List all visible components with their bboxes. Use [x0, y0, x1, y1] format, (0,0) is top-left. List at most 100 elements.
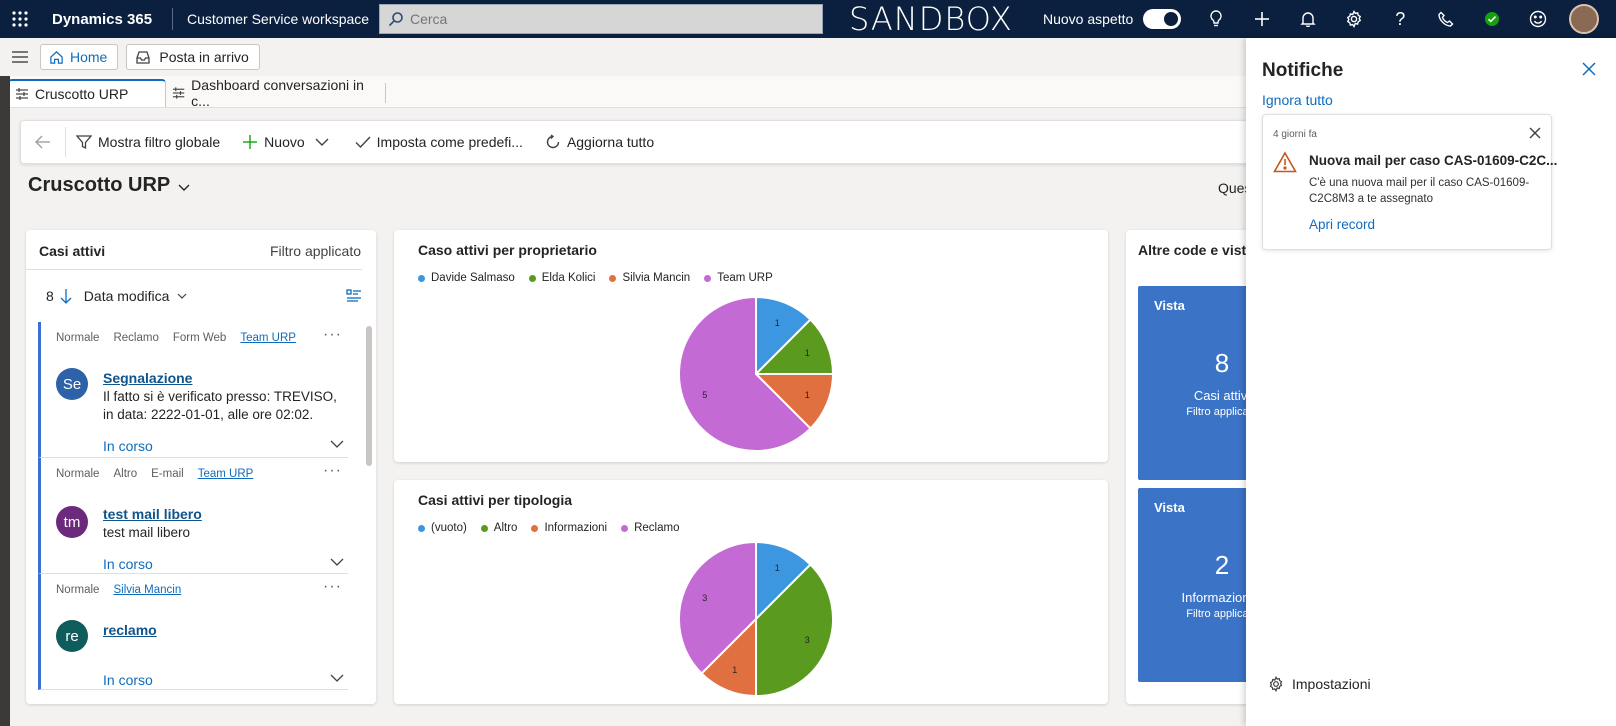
case-status: In corso	[103, 672, 153, 688]
legend-swatch	[418, 274, 425, 282]
app-launcher-icon[interactable]	[0, 0, 40, 38]
legend-label: Team URP	[717, 272, 773, 284]
pie-slice[interactable]	[678, 540, 757, 675]
dashboard-icon	[172, 87, 185, 99]
chevron-down-icon[interactable]	[177, 293, 187, 299]
open-record-link[interactable]: Apri record	[1309, 217, 1376, 232]
legend-item[interactable]: (vuoto)	[418, 522, 467, 534]
chart-legend: Davide Salmaso Elda Kolici Silvia Mancin Te…	[418, 272, 787, 284]
help-icon[interactable]: ?	[1395, 8, 1406, 29]
legend-item[interactable]: Davide Salmaso	[418, 272, 515, 284]
expand-chevron-icon[interactable]	[330, 440, 344, 448]
notification-settings-button[interactable]: Impostazioni	[1268, 676, 1371, 692]
presence-available-icon[interactable]	[1469, 0, 1515, 38]
case-description: test mail libero	[103, 525, 191, 540]
bell-icon[interactable]	[1285, 0, 1331, 38]
dashboard-selector[interactable]: Cruscotto URP	[28, 174, 190, 197]
notifications-title: Notifiche	[1262, 60, 1344, 81]
legend-item[interactable]: Altro	[480, 522, 517, 534]
global-filter-button[interactable]: Mostra filtro globale	[76, 134, 220, 150]
home-button[interactable]: Home	[40, 44, 119, 70]
back-arrow-icon[interactable]	[21, 135, 65, 149]
pie-slice[interactable]	[755, 540, 812, 622]
legend-swatch	[528, 274, 536, 282]
sort-field-dropdown[interactable]: Data modifica	[83, 288, 170, 304]
case-list-item[interactable]: Normale Altro E-mail Team URP ··· tm tes…	[38, 458, 348, 574]
dashboard-icon	[16, 88, 28, 100]
sort-row: 8 Data modifica	[26, 270, 376, 322]
chart-owner-panel: Caso attivi per proprietario Davide Salm…	[394, 230, 1108, 462]
case-tags: Normale Altro E-mail Team URP	[41, 458, 348, 480]
smiley-icon[interactable]	[1515, 0, 1561, 38]
sort-descending-icon[interactable]	[60, 288, 72, 304]
new-look-toggle[interactable]	[1143, 9, 1182, 29]
legend-label: Informazioni	[544, 522, 608, 534]
plus-icon[interactable]	[1239, 0, 1285, 38]
notification-body: C'è una nuova mail per il caso CAS-01609…	[1309, 177, 1530, 205]
pie-slice[interactable]	[678, 295, 812, 452]
tab-dashboard-conversazioni[interactable]: Dashboard conversazioni in c...	[166, 77, 386, 109]
case-title-link[interactable]: Segnalazione	[103, 370, 193, 386]
new-button[interactable]: Nuovo	[242, 134, 305, 150]
pie-chart[interactable]: 1 3 1 3	[394, 480, 1108, 704]
tab-cruscotto-urp[interactable]: Cruscotto URP	[8, 79, 166, 107]
hamburger-menu-icon[interactable]	[0, 50, 40, 64]
phone-icon[interactable]	[1423, 0, 1469, 38]
more-options-icon[interactable]: ···	[323, 462, 342, 479]
legend-item[interactable]: Elda Kolici	[528, 272, 595, 284]
pie-slice[interactable]	[755, 295, 812, 377]
case-title-link[interactable]: reclamo	[103, 622, 157, 638]
user-avatar[interactable]	[1569, 4, 1600, 34]
pie-slice[interactable]	[700, 616, 757, 698]
avatar: tm	[56, 506, 88, 538]
case-priority: Normale	[56, 332, 100, 344]
inbox-button[interactable]: Posta in arrivo	[126, 44, 260, 70]
legend-item[interactable]: Reclamo	[621, 522, 679, 534]
legend-label: Davide Salmaso	[431, 272, 515, 284]
more-options-icon[interactable]: ···	[323, 326, 342, 343]
expand-chevron-icon[interactable]	[330, 558, 344, 566]
checkmark-icon	[355, 136, 371, 149]
close-icon[interactable]	[1529, 127, 1541, 139]
new-dropdown-chevron-icon[interactable]	[315, 138, 335, 146]
filter-icon	[76, 135, 92, 150]
divider	[65, 127, 66, 157]
pie-slice[interactable]	[753, 373, 835, 430]
case-status: In corso	[103, 556, 153, 572]
search-input[interactable]	[410, 11, 810, 27]
legend-swatch	[609, 274, 617, 282]
inbox-icon	[136, 50, 151, 64]
case-owner-link[interactable]: Team URP	[240, 332, 296, 344]
legend-item[interactable]: Informazioni	[531, 522, 607, 534]
notification-card[interactable]: 4 giorni fa Nuova mail per caso CAS-0160…	[1262, 114, 1557, 250]
dismiss-all-link[interactable]: Ignora tutto	[1262, 92, 1333, 108]
case-list-item[interactable]: Normale Silvia Mancin ··· re reclamo In …	[38, 574, 348, 690]
brand-name[interactable]: Dynamics 365	[52, 10, 153, 28]
gear-icon[interactable]	[1331, 0, 1377, 38]
set-default-button[interactable]: Imposta come predefi...	[355, 134, 523, 150]
refresh-all-button[interactable]: Aggiorna tutto	[545, 134, 654, 150]
refresh-all-label: Aggiorna tutto	[566, 134, 655, 150]
pie-slice[interactable]	[755, 563, 834, 698]
pie-slice[interactable]	[753, 318, 835, 375]
view-list-icon[interactable]	[346, 289, 362, 303]
pie-chart[interactable]: 1 1 1 5	[394, 230, 1108, 462]
case-owner-link[interactable]: Silvia Mancin	[113, 584, 182, 596]
chart-title: Caso attivi per proprietario	[418, 242, 597, 258]
close-icon[interactable]	[1582, 62, 1596, 76]
search-box[interactable]	[379, 4, 823, 34]
case-priority: Normale	[56, 584, 100, 596]
chevron-down-icon	[178, 184, 190, 191]
case-list-item[interactable]: Normale Reclamo Form Web Team URP ··· Se…	[38, 322, 348, 458]
case-title-link[interactable]: test mail libero	[103, 506, 202, 522]
legend-item[interactable]: Silvia Mancin	[609, 272, 690, 284]
case-owner-link[interactable]: Team URP	[197, 468, 254, 480]
legend-label: Reclamo	[634, 522, 680, 534]
legend-swatch	[480, 524, 488, 532]
expand-chevron-icon[interactable]	[330, 674, 344, 682]
legend-item[interactable]: Team URP	[704, 272, 773, 284]
lightbulb-icon[interactable]	[1193, 0, 1239, 38]
app-name[interactable]: Customer Service workspace	[187, 11, 370, 27]
scrollbar-thumb[interactable]	[366, 326, 372, 466]
more-options-icon[interactable]: ···	[323, 578, 342, 595]
